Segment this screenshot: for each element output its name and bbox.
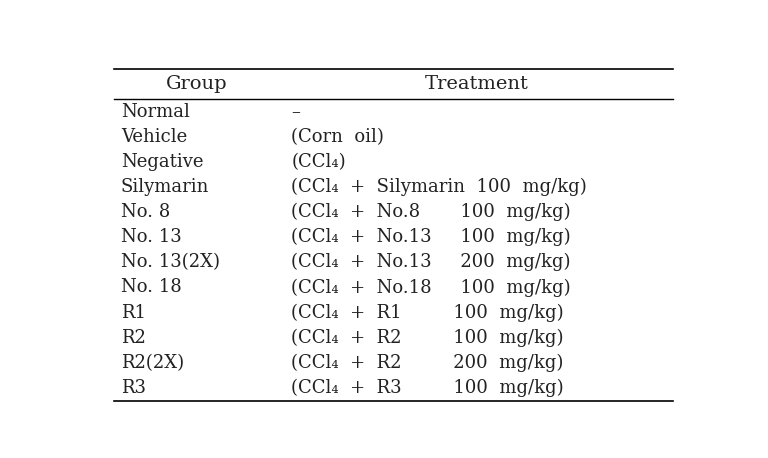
Text: (CCl₄  +  No.13     200  mg/kg): (CCl₄ + No.13 200 mg/kg) <box>291 253 571 272</box>
Text: (CCl₄  +  R2         100  mg/kg): (CCl₄ + R2 100 mg/kg) <box>291 329 564 347</box>
Text: R2(2X): R2(2X) <box>121 354 184 372</box>
Text: Negative: Negative <box>121 153 204 171</box>
Text: (CCl₄): (CCl₄) <box>291 153 346 171</box>
Text: (CCl₄  +  R3         100  mg/kg): (CCl₄ + R3 100 mg/kg) <box>291 379 564 397</box>
Text: (CCl₄  +  No.18     100  mg/kg): (CCl₄ + No.18 100 mg/kg) <box>291 278 571 297</box>
Text: Group: Group <box>167 75 228 93</box>
Text: –: – <box>291 103 300 120</box>
Text: Normal: Normal <box>121 103 190 120</box>
Text: R3: R3 <box>121 379 146 397</box>
Text: R1: R1 <box>121 304 146 322</box>
Text: Vehicle: Vehicle <box>121 128 187 146</box>
Text: No. 13: No. 13 <box>121 228 182 246</box>
Text: (Corn  oil): (Corn oil) <box>291 128 384 146</box>
Text: No. 18: No. 18 <box>121 278 182 296</box>
Text: Treatment: Treatment <box>425 75 529 93</box>
Text: (CCl₄  +  No.13     100  mg/kg): (CCl₄ + No.13 100 mg/kg) <box>291 228 571 246</box>
Text: No. 13(2X): No. 13(2X) <box>121 253 220 272</box>
Text: No. 8: No. 8 <box>121 203 170 221</box>
Text: (CCl₄  +  R2         200  mg/kg): (CCl₄ + R2 200 mg/kg) <box>291 354 564 372</box>
Text: (CCl₄  +  R1         100  mg/kg): (CCl₄ + R1 100 mg/kg) <box>291 304 564 322</box>
Text: (CCl₄  +  No.8       100  mg/kg): (CCl₄ + No.8 100 mg/kg) <box>291 203 571 221</box>
Text: R2: R2 <box>121 329 146 347</box>
Text: (CCl₄  +  Silymarin  100  mg/kg): (CCl₄ + Silymarin 100 mg/kg) <box>291 178 587 196</box>
Text: Silymarin: Silymarin <box>121 178 210 196</box>
